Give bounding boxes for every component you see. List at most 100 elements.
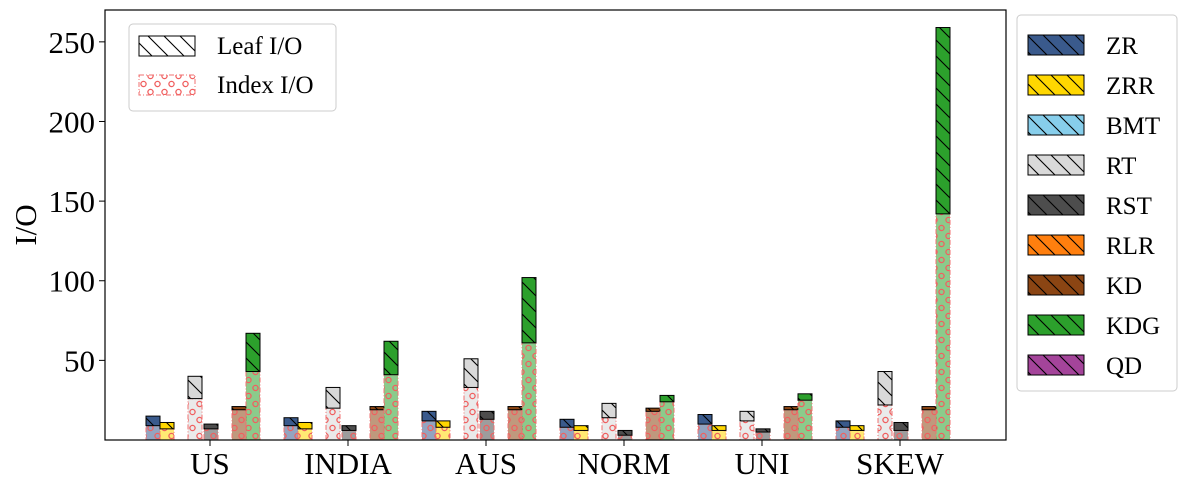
index-hatch-rt-aus [464, 387, 478, 440]
legend-swatch-hatch-qd [1027, 354, 1085, 376]
index-hatch-kdg-skew [936, 213, 950, 440]
y-tick-label: 200 [49, 104, 96, 139]
index-hatch-zrr-skew [850, 430, 864, 440]
plot-frame [104, 9, 1007, 441]
leaf-hatch-zrr-norm [573, 425, 589, 431]
index-hatch-kdg-aus [522, 342, 536, 440]
leaf-hatch-kd-us [231, 406, 247, 411]
leaf-hatch-kdg-aus [521, 277, 537, 344]
leaf-hatch-rst-norm [617, 429, 633, 436]
leaf-hatch-kd-aus [507, 406, 523, 411]
leaf-hatch-zr-uni [697, 414, 713, 425]
x-tick-label-norm: NORM [577, 446, 670, 481]
index-hatch-zrr-uni [712, 430, 726, 440]
index-hatch-kdg-us [246, 371, 260, 440]
index-hatch-zrr-us [160, 428, 174, 440]
leaf-hatch-zrr-aus [435, 420, 451, 428]
leaf-hatch-kdg-uni [797, 393, 813, 401]
index-hatch-rst-uni [756, 432, 770, 440]
legend-swatch-hatch-rst [1027, 194, 1085, 216]
axes: 50 100 150 200 250 US INDIA AUS NORM UNI SKEW I/O [8, 9, 1007, 481]
leaf-hatch-zr-aus [421, 410, 437, 422]
leaf-hatch-rst-skew [893, 421, 909, 431]
legend-label-rlr: RLR [1106, 233, 1155, 260]
leaf-hatch-rt-norm [601, 402, 617, 419]
leaf-hatch-rst-uni [755, 428, 771, 433]
leaf-hatch-kd-uni [783, 406, 799, 411]
leaf-hatch-kdg-skew [935, 27, 951, 215]
index-hatch-zr-india [284, 425, 298, 440]
index-hatch-rst-india [342, 430, 356, 440]
leaf-hatch-zr-india [283, 417, 299, 427]
legend-label-kdg: KDG [1106, 313, 1160, 340]
leaf-hatch-rst-us [203, 423, 219, 430]
legend-swatch-hatch-rlr [1027, 234, 1085, 256]
x-tick-label-us: US [190, 446, 230, 481]
leaf-hatch-kd-skew [921, 406, 937, 411]
index-hatch-kd-aus [508, 409, 522, 440]
y-tick-label: 150 [49, 184, 96, 219]
index-hatch-rst-skew [894, 430, 908, 440]
leaf-hatch-zrr-us [159, 421, 175, 430]
legend-label-qd: QD [1106, 353, 1142, 380]
index-hatch-rst-us [204, 428, 218, 440]
index-hatch-kd-norm [646, 411, 660, 440]
leaf-hatch-zrr-uni [711, 425, 727, 431]
legend-index-label: Index I/O [217, 72, 314, 99]
legend-swatch-hatch-rt [1027, 154, 1085, 176]
index-hatch-rt-india [326, 408, 340, 440]
y-axis-label: I/O [8, 204, 43, 245]
index-hatch-zr-aus [422, 420, 436, 440]
leaf-hatch-rst-aus [479, 410, 495, 420]
legend-swatch-hatch-bmt [1027, 114, 1085, 136]
leaf-hatch-zr-norm [559, 418, 575, 428]
leaf-hatch-zrr-india [297, 421, 313, 430]
index-hatch-kdg-norm [660, 401, 674, 440]
leaf-hatch-kdg-india [383, 340, 399, 376]
leaf-hatch-kdg-us [245, 332, 261, 373]
index-hatch-kdg-india [384, 374, 398, 440]
index-hatch-kd-skew [922, 409, 936, 440]
legend-leaf-swatch [138, 35, 196, 57]
legend-label-rt: RT [1106, 153, 1136, 180]
leaf-hatch-rt-aus [463, 358, 479, 388]
index-hatch-kd-uni [784, 409, 798, 440]
leaf-hatch-kd-norm [645, 407, 661, 412]
index-hatch-rt-uni [740, 420, 754, 440]
hatch-legend: Leaf I/O Index I/O [128, 23, 337, 112]
index-hatch-zr-skew [836, 427, 850, 440]
legend-label-zrr: ZRR [1106, 73, 1155, 100]
leaf-hatch-zrr-skew [849, 425, 865, 431]
x-tick-label-india: INDIA [304, 446, 392, 481]
series-legend: ZR ZRR BMT RT RST RLR KD KDG QD [1016, 14, 1178, 392]
legend-swatch-hatch-zrr [1027, 74, 1085, 96]
leaf-hatch-rst-india [341, 425, 357, 431]
index-hatch-rt-norm [602, 417, 616, 440]
leaf-hatch-zr-skew [835, 420, 851, 428]
index-hatch-kd-us [232, 409, 246, 440]
x-tick-label-skew: SKEW [856, 446, 945, 481]
index-hatch-kd-india [370, 409, 384, 440]
leaf-hatch-rt-uni [739, 410, 755, 422]
leaf-hatch-rt-us [187, 375, 203, 400]
index-hatch-zrr-norm [574, 430, 588, 440]
leaf-hatch-kd-india [369, 406, 385, 411]
y-tick-label: 250 [49, 25, 96, 60]
leaf-hatch-kdg-norm [659, 394, 675, 403]
x-tick-label-uni: UNI [734, 446, 789, 481]
legend-leaf-label: Leaf I/O [217, 33, 302, 60]
plot-area [145, 27, 951, 441]
index-hatch-rst-norm [618, 435, 632, 440]
legend-swatch-hatch-kdg [1027, 314, 1085, 336]
legend-swatch-hatch-zr [1027, 34, 1085, 56]
index-hatch-zr-norm [560, 427, 574, 440]
index-hatch-zrr-india [298, 428, 312, 440]
leaf-hatch-rt-skew [877, 371, 893, 406]
legend-label-rst: RST [1106, 193, 1152, 220]
legend-label-kd: KD [1106, 273, 1142, 300]
y-tick-label: 100 [49, 264, 96, 299]
y-tick-label: 50 [64, 343, 95, 378]
index-hatch-rt-us [188, 398, 202, 440]
